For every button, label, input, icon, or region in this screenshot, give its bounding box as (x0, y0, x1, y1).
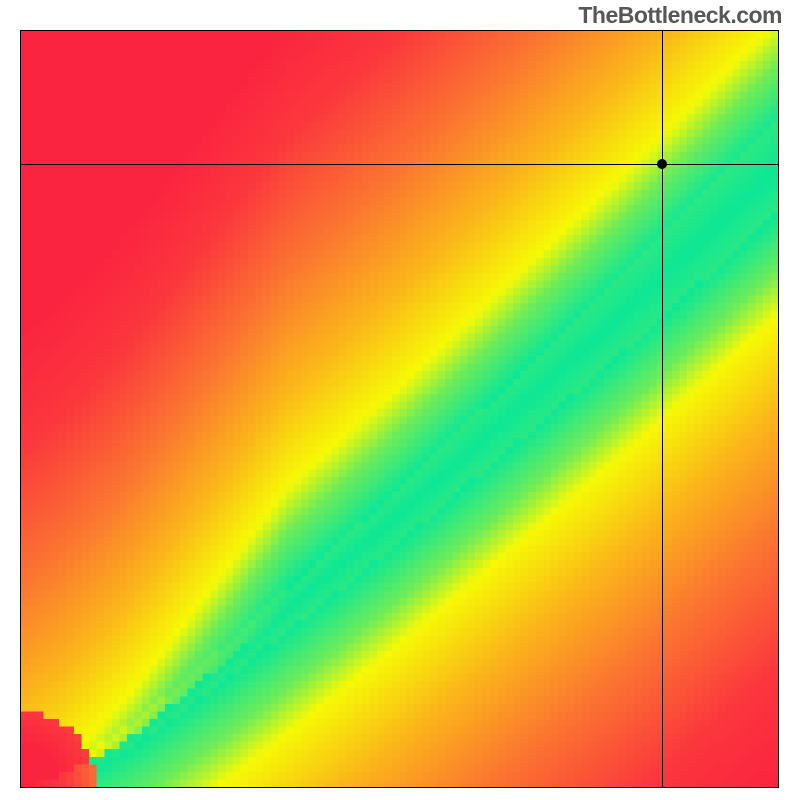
watermark-label: TheBottleneck.com (578, 2, 782, 28)
chart-container: TheBottleneck.com (0, 0, 800, 800)
crosshair-vertical (662, 31, 663, 788)
marker-dot (657, 159, 667, 169)
heatmap-plot (20, 30, 779, 788)
heatmap-canvas (21, 31, 778, 787)
watermark-text: TheBottleneck.com (578, 2, 782, 29)
